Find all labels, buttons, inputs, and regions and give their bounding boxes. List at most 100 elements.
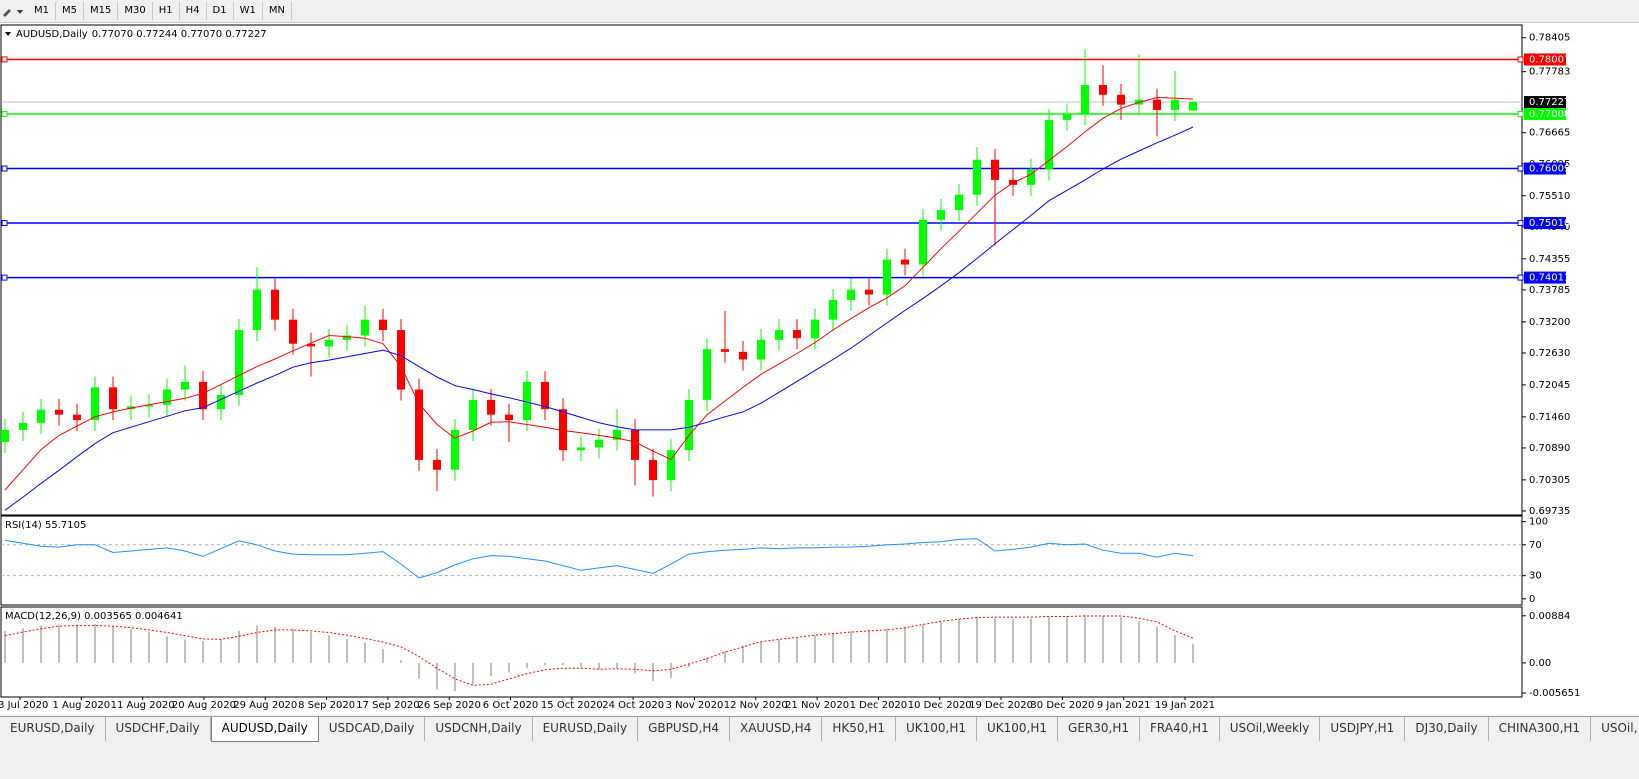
macd-bar (328, 635, 330, 663)
chart: AUDUSD,Daily 0.77070 0.77244 0.77070 0.77… (0, 23, 1639, 715)
level-label: 0.75010 (1529, 218, 1570, 229)
candle-body (73, 414, 81, 421)
chart-tab[interactable]: AUDUSD,Daily (210, 717, 319, 742)
toolbar: M1 M5 M15 M30 H1 H4 D1 W1 MN (0, 0, 1639, 23)
y-tick-label: 100 (1529, 517, 1548, 528)
chart-tab[interactable]: EURUSD,Daily (533, 717, 639, 741)
macd-bar (274, 626, 276, 663)
chart-tab[interactable]: XAUUSD,H4 (730, 717, 823, 741)
price-panel (0, 24, 1523, 516)
candle-body (343, 335, 351, 340)
chart-tab[interactable]: DJ30,Daily (1405, 717, 1489, 741)
y-tick-label: 0.70305 (1529, 475, 1570, 486)
x-tick-label: 15 Oct 2020 (541, 700, 603, 711)
macd-bar (544, 662, 546, 666)
timeframe-button[interactable]: MN (263, 2, 292, 20)
y-tick-label: 0.74355 (1529, 254, 1570, 265)
macd-bar (130, 628, 132, 663)
macd-bar (562, 662, 564, 666)
chart-tab[interactable]: USDCNH,Daily (425, 717, 533, 741)
candle-body (37, 409, 45, 423)
macd-bar (292, 628, 294, 663)
chart-tab[interactable]: GBPUSD,H4 (638, 717, 730, 741)
level-handle (1, 274, 8, 281)
y-tick-label: 0.78405 (1529, 33, 1570, 44)
timeframe-button[interactable]: W1 (234, 2, 263, 20)
level-label-box (1524, 217, 1566, 230)
macd-bar (706, 657, 708, 663)
level-handle (1, 165, 8, 172)
y-tick-label: 0.70890 (1529, 443, 1570, 454)
y-tick-label: 0.69735 (1529, 506, 1570, 517)
y-tick-label: 30 (1529, 571, 1542, 582)
level-handle (1, 220, 8, 227)
macd-bar (4, 630, 6, 663)
level-label-box (1524, 271, 1566, 284)
timeframe-button[interactable]: H4 (180, 2, 207, 20)
drawing-tool-icon[interactable] (0, 2, 28, 20)
chart-tab[interactable]: CHINA300,H1 (1489, 717, 1592, 741)
chart-tab[interactable]: USDCHF,Daily (106, 717, 211, 741)
signal-line (4, 615, 1194, 686)
chart-tab[interactable]: USDJPY,H1 (1320, 717, 1406, 741)
candle-body (523, 381, 531, 421)
level-handle (1517, 165, 1524, 172)
chart-tab[interactable]: USOil, (1591, 717, 1639, 741)
x-tick-label: 26 Sep 2020 (418, 700, 481, 711)
candle-body (847, 289, 855, 301)
macd-bar (58, 624, 60, 663)
y-tick-label: 0.73785 (1529, 285, 1570, 296)
macd-bar (1066, 615, 1068, 663)
macd-bar (472, 662, 474, 685)
x-tick-label: 19 Dec 2020 (969, 700, 1033, 711)
candle-body (487, 399, 495, 415)
last-price-box (1524, 96, 1566, 109)
chart-tab[interactable]: USDCAD,Daily (319, 717, 426, 741)
moving-average (4, 126, 1194, 511)
menu-arrow[interactable] (5, 32, 11, 36)
chart-tab[interactable]: EURUSD,Daily (0, 717, 106, 741)
chart-tab[interactable]: HK50,H1 (822, 717, 896, 741)
y-tick-label: 0.76665 (1529, 128, 1570, 139)
macd-bar (652, 662, 654, 682)
candle-body (739, 351, 747, 360)
macd-bar (580, 662, 582, 668)
candle-body (325, 339, 333, 347)
macd-bar (634, 662, 636, 674)
macd-bar (94, 623, 96, 663)
chart-tab[interactable]: UK100,H1 (896, 717, 977, 741)
macd-bar (886, 628, 888, 663)
candle-body (1081, 84, 1089, 115)
x-tick-label: 21 Nov 2020 (785, 700, 849, 711)
rsi-line (4, 538, 1194, 579)
macd-bar (364, 642, 366, 663)
chart-tab[interactable]: FRA40,H1 (1140, 717, 1220, 741)
chart-tab[interactable]: USOil,Weekly (1220, 717, 1321, 741)
candle-body (19, 422, 27, 430)
timeframe-button[interactable]: M15 (84, 2, 119, 20)
timeframe-button[interactable]: M5 (56, 2, 84, 20)
y-tick-label: 0.75510 (1529, 191, 1570, 202)
candle-body (433, 459, 441, 470)
macd-bar (22, 628, 24, 663)
symbol-title: AUDUSD,Daily (16, 29, 88, 40)
candle-body (685, 399, 693, 451)
macd-bar (238, 630, 240, 663)
macd-bar (1030, 618, 1032, 663)
macd-bar (850, 631, 852, 663)
macd-title: MACD(12,26,9) 0.003565 0.004641 (5, 611, 183, 622)
timeframe-button[interactable]: M1 (28, 2, 56, 20)
timeframe-button[interactable]: H1 (153, 2, 180, 20)
chart-tab[interactable]: GER30,H1 (1058, 717, 1140, 741)
timeframe-button[interactable]: M30 (118, 2, 153, 20)
candle-body (145, 404, 153, 407)
candle-body (217, 395, 225, 410)
candle-body (307, 343, 315, 347)
macd-bar (1192, 643, 1194, 663)
candle-body (397, 330, 405, 390)
timeframe-button[interactable]: D1 (207, 2, 234, 20)
candle-body (757, 339, 765, 360)
macd-bar (616, 662, 618, 669)
chart-tab[interactable]: UK100,H1 (977, 717, 1059, 741)
y-tick-label: 0.00 (1529, 658, 1551, 669)
